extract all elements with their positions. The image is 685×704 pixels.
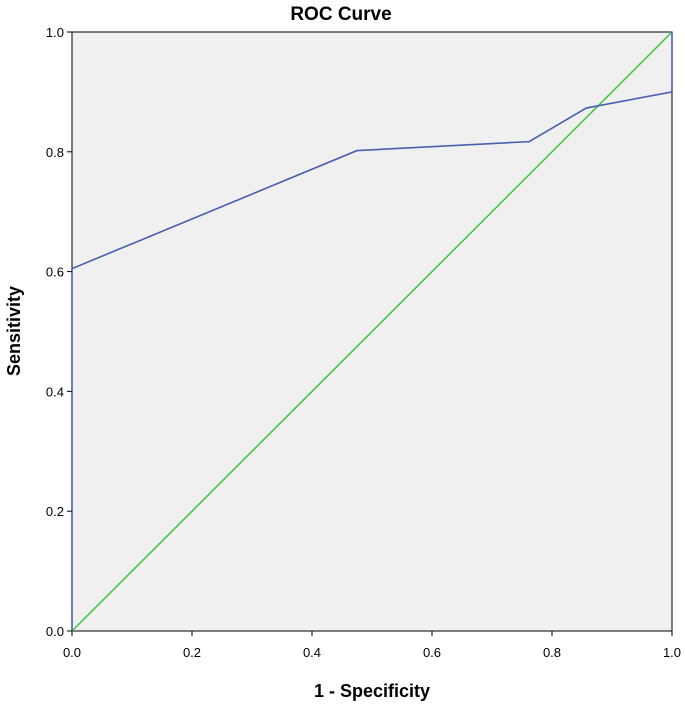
roc-curve-line xyxy=(71,32,673,631)
x-tick-label: 0.6 xyxy=(423,645,441,660)
y-tick-label: 1.0 xyxy=(46,25,64,40)
x-tick-label: 0.0 xyxy=(63,645,81,660)
series-layer xyxy=(71,31,673,632)
y-tick-label: 0.2 xyxy=(46,504,64,519)
y-tick-label: 0.6 xyxy=(46,265,64,280)
y-axis-ticks: 0.0 0.2 0.4 0.6 0.8 1.0 xyxy=(46,25,72,639)
y-tick-label: 0.4 xyxy=(46,384,64,399)
x-tick-label: 0.4 xyxy=(303,645,321,660)
x-tick-label: 0.2 xyxy=(183,645,201,660)
reference-diagonal-line xyxy=(71,31,673,632)
y-tick-label: 0.0 xyxy=(46,624,64,639)
chart-title: ROC Curve xyxy=(290,4,391,25)
x-tick-label: 0.8 xyxy=(543,645,561,660)
x-tick-label: 1.0 xyxy=(663,645,681,660)
x-axis-label: 1 - Specificity xyxy=(314,681,430,701)
y-axis-label: Sensitivity xyxy=(4,286,24,376)
x-axis-ticks: 0.0 0.2 0.4 0.6 0.8 1.0 xyxy=(63,631,681,660)
y-tick-label: 0.8 xyxy=(46,145,64,160)
